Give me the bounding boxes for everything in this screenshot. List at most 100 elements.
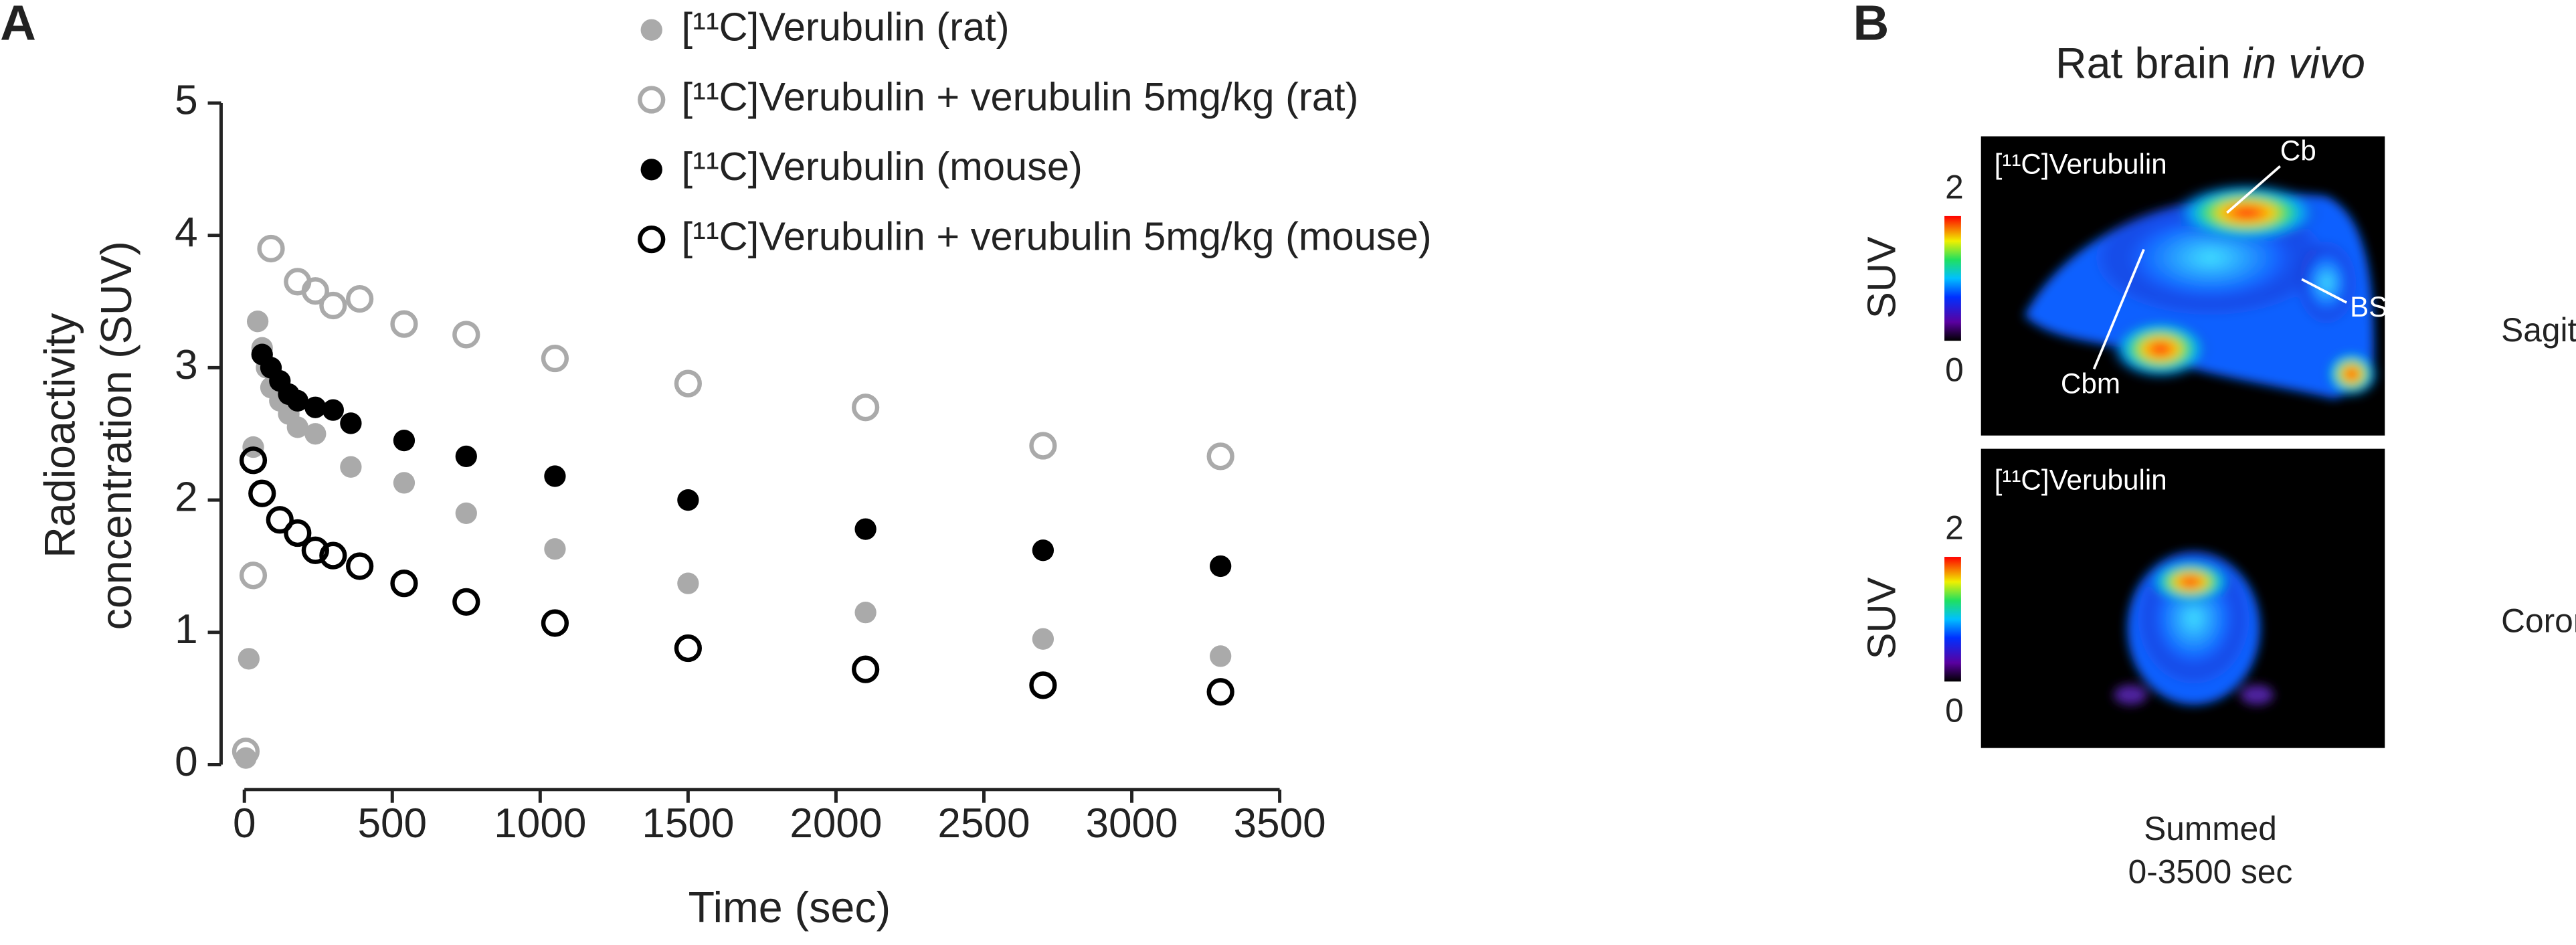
pointer	[2301, 278, 2347, 304]
view-label: Coronal	[2501, 602, 2576, 640]
y-axis-title: Radioactivity	[36, 313, 84, 558]
data-point	[854, 602, 877, 624]
data-point	[257, 234, 285, 263]
data-point	[452, 588, 480, 616]
plot-area: 0 1 2 3 4 5 0 500 1000 1500 2000 2500 3000 3500 [¹¹C]V…	[175, 4, 1431, 846]
data-point	[1210, 555, 1232, 578]
tracer-label: [¹¹C]Verubulin	[1995, 464, 2167, 495]
data-point	[346, 284, 374, 313]
data-point	[1029, 432, 1057, 460]
data-point	[1029, 671, 1057, 699]
data-point	[322, 399, 344, 421]
y-axis-title: concentration (SUV)	[92, 241, 141, 630]
colorbar-tick: 0	[1945, 692, 1964, 729]
data-point	[248, 479, 276, 507]
region-label: Cb	[2280, 135, 2316, 167]
data-point	[301, 277, 329, 305]
data-point	[455, 445, 477, 468]
x-axis-title: Time (sec)	[688, 883, 891, 932]
y-tick-label: 0	[175, 739, 198, 785]
y-tick-label: 5	[175, 77, 198, 123]
coronal-signal	[2114, 551, 2274, 705]
x-tick-label: 1500	[642, 800, 734, 847]
legend-label: [¹¹C]Verubulin (rat)	[681, 4, 1009, 49]
caption: 0-3500 sec	[2128, 853, 2293, 891]
panel-label: B	[1853, 0, 1889, 50]
data-point	[541, 344, 569, 373]
data-point	[246, 311, 269, 333]
y-tick-label: 4	[175, 209, 198, 256]
region-label: Cbm	[2061, 367, 2120, 399]
x-tick-label: 0	[233, 800, 256, 847]
x-tick-label: 2000	[790, 800, 882, 847]
colorbar-tick: 0	[1945, 351, 1964, 388]
data-point	[677, 572, 699, 594]
legend-marker	[638, 226, 666, 254]
colorbar-tick: 2	[1945, 509, 1964, 546]
data-point	[238, 648, 260, 670]
data-point	[390, 310, 418, 338]
data-point	[232, 738, 260, 766]
data-point	[1032, 539, 1054, 562]
data-point	[340, 412, 362, 434]
colorbar-tick: 2	[1945, 168, 1964, 205]
x-tick-label: 3500	[1234, 800, 1326, 847]
pointer	[2092, 248, 2145, 370]
colorbar	[1944, 557, 1961, 682]
x-tick-label: 3000	[1085, 800, 1178, 847]
x-tick-label: 1000	[494, 800, 586, 847]
data-point	[544, 538, 566, 560]
data-point	[674, 634, 702, 663]
caption: Summed	[2144, 810, 2277, 847]
tracer-label: [¹¹C]Verubulin	[1995, 149, 2167, 180]
y-tick-label: 2	[175, 475, 198, 521]
data-point	[286, 416, 308, 438]
data-point	[319, 541, 347, 570]
data-point	[544, 465, 566, 487]
colorbar-label: SUV	[1859, 577, 1904, 659]
colorbar	[1944, 216, 1961, 341]
data-point	[677, 489, 699, 511]
x-tick-label: 500	[357, 800, 427, 847]
legend-marker	[638, 86, 666, 114]
legend-label: [¹¹C]Verubulin + verubulin 5mg/kg (rat)	[681, 74, 1358, 119]
y-tick-label: 3	[175, 342, 198, 388]
sagittal-signal	[2024, 183, 2379, 400]
data-point	[541, 609, 569, 637]
data-point	[1210, 645, 1232, 667]
data-point	[301, 536, 329, 564]
data-point	[304, 423, 327, 445]
data-point	[346, 552, 374, 580]
data-point	[239, 562, 268, 590]
colorbar-label: SUV	[1859, 236, 1904, 319]
data-point	[852, 394, 880, 422]
data-point	[319, 291, 347, 320]
y-tick-label: 1	[175, 606, 198, 653]
data-point	[284, 519, 312, 547]
data-point	[266, 506, 294, 534]
panel-title: Rat brain in vivo	[2055, 39, 2365, 87]
legend-label: [¹¹C]Verubulin + verubulin 5mg/kg (mouse…	[681, 213, 1431, 258]
data-point	[1032, 628, 1054, 650]
data-point	[304, 396, 327, 418]
title-text: Rat brain	[2055, 39, 2231, 87]
data-point	[393, 429, 416, 452]
data-point	[390, 570, 418, 598]
data-point	[1206, 678, 1234, 706]
data-point	[1206, 442, 1234, 470]
data-point	[452, 321, 480, 349]
title-italic: in vivo	[2243, 39, 2365, 87]
data-point	[239, 446, 268, 475]
data-point	[286, 390, 308, 412]
x-tick-label: 2500	[937, 800, 1030, 847]
region-label: BS	[2350, 291, 2387, 323]
data-point	[852, 655, 880, 683]
view-label: Sagittal	[2501, 311, 2576, 349]
panel-label: A	[0, 0, 36, 50]
data-point	[340, 456, 362, 478]
data-point	[393, 472, 416, 494]
legend-marker	[640, 19, 662, 41]
pointer	[2226, 165, 2282, 214]
